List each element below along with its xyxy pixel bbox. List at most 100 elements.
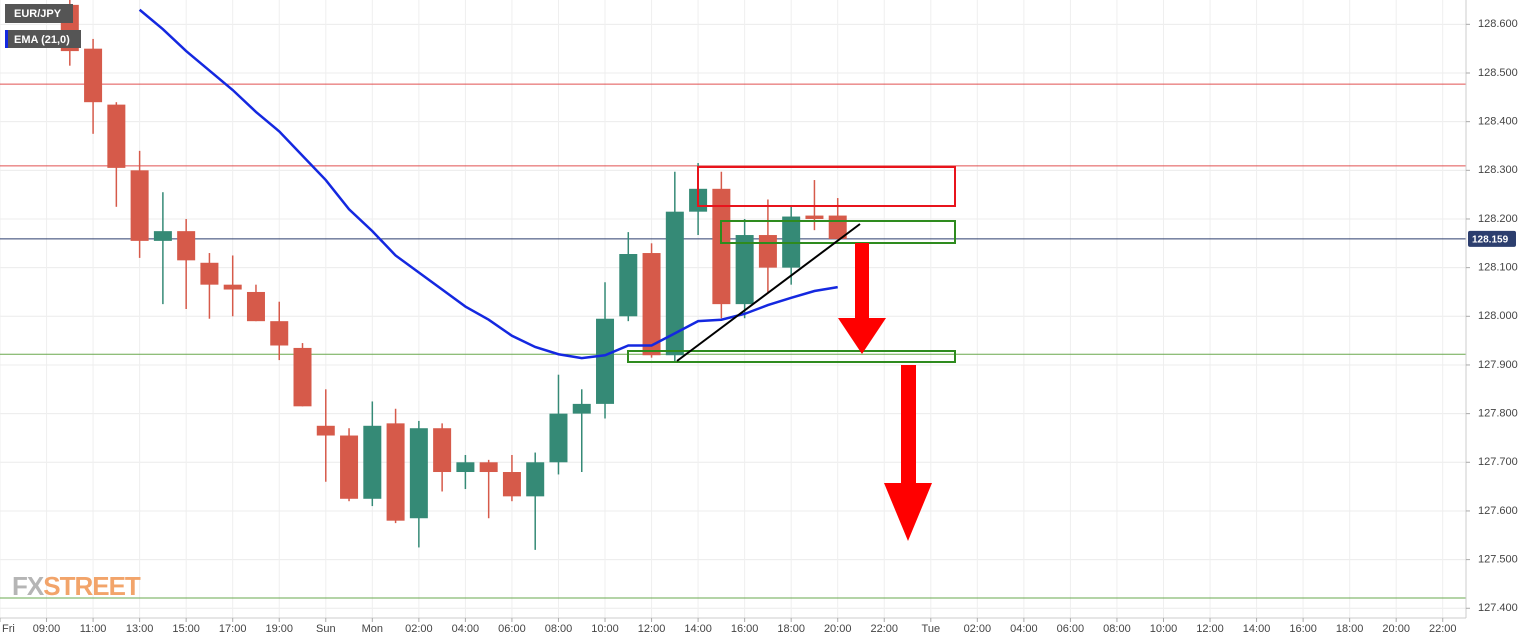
candle-body <box>526 462 545 497</box>
grid <box>0 0 1466 618</box>
x-tick-label: 04:00 <box>1010 623 1038 635</box>
axes: 127.400 127.500 127.600 127.700 127.800 127.9… <box>0 18 1518 635</box>
x-tick-label: Fri <box>2 623 15 635</box>
candle-body <box>549 413 568 463</box>
candle-body <box>596 318 615 404</box>
candle-body <box>200 262 219 285</box>
x-tick-label: 20:00 <box>1382 623 1410 635</box>
x-tick-label: Sun <box>316 623 336 635</box>
x-tick-label: 22:00 <box>1429 623 1457 635</box>
y-tick-label: 128.000 <box>1478 310 1518 322</box>
x-tick-label: 02:00 <box>405 623 433 635</box>
legend-label: EMA (21,0) <box>14 34 70 46</box>
x-tick-label: 12:00 <box>1196 623 1224 635</box>
y-tick-label: 127.600 <box>1478 505 1518 517</box>
candle-body <box>316 425 335 436</box>
x-tick-label: 13:00 <box>126 623 154 635</box>
legend: EUR/JPY EMA (21,0) <box>5 4 81 48</box>
candle-body <box>386 423 405 521</box>
candle-body <box>456 462 475 473</box>
x-tick-label: 08:00 <box>545 623 573 635</box>
x-tick-label: 14:00 <box>684 623 712 635</box>
candle-body <box>293 347 312 407</box>
y-tick-label: 128.200 <box>1478 213 1518 225</box>
candle-body <box>409 428 428 519</box>
x-tick-label: 22:00 <box>870 623 898 635</box>
x-tick-label: 06:00 <box>498 623 526 635</box>
x-tick-label: 19:00 <box>265 623 293 635</box>
y-tick-label: 127.800 <box>1478 408 1518 420</box>
candles <box>60 0 847 550</box>
x-tick-label: 08:00 <box>1103 623 1131 635</box>
candle-body <box>270 321 289 346</box>
watermark-street: STREET <box>43 571 141 601</box>
y-tick-label: 127.400 <box>1478 602 1518 614</box>
candle-body <box>712 188 731 305</box>
candle-body <box>433 428 452 473</box>
candle-body <box>340 435 359 499</box>
candle-body <box>758 235 777 268</box>
trendline <box>676 223 861 362</box>
legend-swatch <box>5 30 8 48</box>
x-tick-label: 11:00 <box>80 623 107 635</box>
candle-body <box>363 425 382 499</box>
x-tick-label: 18:00 <box>1336 623 1364 635</box>
watermark: FXSTREET <box>12 571 141 601</box>
arrow-head <box>884 483 932 541</box>
ema-line <box>138 8 838 360</box>
x-tick-label: 15:00 <box>172 623 200 635</box>
arrow-head <box>838 318 886 354</box>
candle-body <box>805 215 824 219</box>
x-tick-label: 14:00 <box>1243 623 1271 635</box>
y-tick-label: 127.700 <box>1478 456 1518 468</box>
support-box <box>720 220 956 244</box>
x-tick-label: 16:00 <box>1289 623 1317 635</box>
candle-body <box>619 254 638 317</box>
candle-body <box>479 462 498 473</box>
candle-body <box>642 253 661 356</box>
x-tick-label: 17:00 <box>219 623 247 635</box>
x-tick-label: Tue <box>922 623 941 635</box>
arrow-shaft <box>855 243 869 319</box>
y-tick-label: 127.900 <box>1478 359 1518 371</box>
candle-body <box>665 211 684 356</box>
candle-body <box>84 48 103 103</box>
candle-body <box>107 104 126 168</box>
candle-body <box>177 231 196 261</box>
candle-body <box>246 291 265 322</box>
x-tick-label: 09:00 <box>33 623 61 635</box>
arrow-shaft <box>901 365 916 484</box>
y-tick-label: 128.500 <box>1478 67 1518 79</box>
y-tick-label: 128.600 <box>1478 18 1518 30</box>
x-tick-label: 18:00 <box>777 623 805 635</box>
legend-box <box>5 4 73 23</box>
legend-symbol: EUR/JPY <box>14 8 62 20</box>
watermark-fx: FX <box>12 571 45 601</box>
x-tick-label: 02:00 <box>964 623 992 635</box>
indicator-lines <box>138 8 838 360</box>
x-tick-label: Mon <box>362 623 383 635</box>
last-price-box <box>1468 230 1516 247</box>
resistance-box <box>697 166 956 207</box>
x-tick-label: 10:00 <box>1150 623 1178 635</box>
x-tick-label: 06:00 <box>1057 623 1085 635</box>
legend-box <box>5 30 81 48</box>
x-tick-label: 16:00 <box>731 623 759 635</box>
y-tick-label: 127.500 <box>1478 554 1518 566</box>
last-price-label: 128.159 <box>1472 235 1509 246</box>
y-tick-label: 128.400 <box>1478 116 1518 128</box>
y-tick-label: 128.300 <box>1478 164 1518 176</box>
candle-body <box>502 472 521 497</box>
candle-body <box>223 284 242 290</box>
x-tick-label: 10:00 <box>591 623 619 635</box>
candle-body <box>130 170 149 241</box>
x-tick-label: 12:00 <box>638 623 666 635</box>
horizontal-lines <box>0 83 1466 599</box>
support-box <box>627 350 956 363</box>
candle-body <box>153 231 172 241</box>
candle-body <box>735 235 754 305</box>
x-tick-label: 20:00 <box>824 623 852 635</box>
candle-body <box>572 403 591 414</box>
